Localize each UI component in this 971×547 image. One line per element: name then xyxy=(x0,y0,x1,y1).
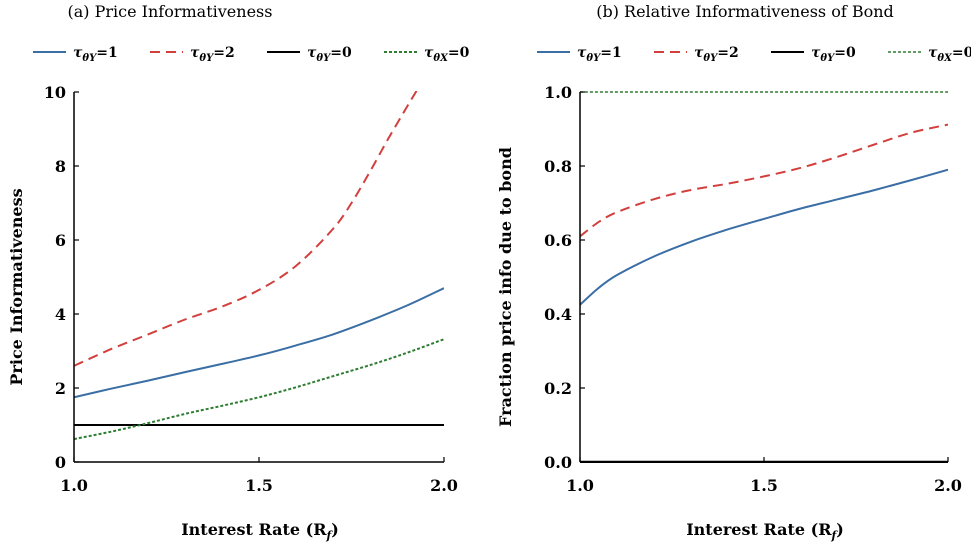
legend-symbol: τ xyxy=(190,45,200,61)
legend-value: =0 xyxy=(834,45,856,61)
y-tick-label: 0.4 xyxy=(544,305,572,324)
x-axis-label-text: Interest Rate (R xyxy=(181,520,327,539)
chart-panel-b: (b) Relative Informativeness of Bond 0.0 0… xyxy=(496,2,971,542)
legend-label-3: τθY=0 xyxy=(307,45,352,64)
chart-panel-a: (a) Price Informativeness 0 2 4 6 8 10 1.0 1.5 2.… xyxy=(7,2,470,542)
x-axis-label-close: ) xyxy=(836,520,844,539)
legend-symbol: τ xyxy=(424,45,434,61)
legend-value: =0 xyxy=(448,45,470,61)
legend-subscript: θY xyxy=(820,53,835,64)
series-line-2 xyxy=(74,91,418,367)
legend-label-4: τθX=0 xyxy=(424,45,470,64)
y-tick-label: 8 xyxy=(55,157,66,176)
x-tick-label: 1.0 xyxy=(566,476,594,495)
chart-title: (a) Price Informativeness xyxy=(68,2,273,21)
legend-value: =1 xyxy=(96,45,117,61)
legend-label-2: τθY=2 xyxy=(190,45,235,64)
y-tick-label: 10 xyxy=(44,83,66,102)
x-tick-label: 1.0 xyxy=(60,476,88,495)
legend-label-4: τθX=0 xyxy=(928,45,971,64)
y-tick-label: 0.0 xyxy=(544,453,572,472)
x-axis-label-subscript: f xyxy=(831,529,839,542)
legend-value: =1 xyxy=(600,45,621,61)
y-tick-label: 0.8 xyxy=(544,157,572,176)
legend-subscript: θY xyxy=(316,53,331,64)
legend-subscript: θY xyxy=(82,53,97,64)
x-tick-label: 2.0 xyxy=(430,476,458,495)
x-axis-label-subscript: f xyxy=(326,529,334,542)
legend-subscript: θY xyxy=(703,53,718,64)
y-tick-label: 1.0 xyxy=(544,83,572,102)
x-tick-label: 1.5 xyxy=(750,476,778,495)
y-tick-label: 0.2 xyxy=(544,379,572,398)
x-tick-label: 2.0 xyxy=(934,476,962,495)
series-line-1 xyxy=(580,168,948,306)
legend-subscript: θX xyxy=(937,53,953,64)
legend-symbol: τ xyxy=(73,45,83,61)
legend: τθY=1 τθY=2 τθY=0 τθX=0 xyxy=(537,45,971,64)
y-tick-label: 2 xyxy=(55,379,66,398)
y-tick-label: 0 xyxy=(55,453,66,472)
x-axis-label-text: Interest Rate (R xyxy=(686,520,832,539)
legend-label-3: τθY=0 xyxy=(811,45,856,64)
series-line-2 xyxy=(580,123,948,238)
legend-value: =2 xyxy=(717,45,738,61)
x-tick-label: 1.5 xyxy=(245,476,273,495)
legend-label-1: τθY=1 xyxy=(577,45,622,64)
legend-value: =0 xyxy=(952,45,971,61)
legend-symbol: τ xyxy=(811,45,821,61)
x-axis-label: Interest Rate (Rf) xyxy=(686,520,844,542)
legend-label-1: τθY=1 xyxy=(73,45,118,64)
legend-symbol: τ xyxy=(928,45,938,61)
legend-subscript: θY xyxy=(199,53,214,64)
y-axis-label: Price Informativeness xyxy=(7,188,26,385)
series-line-4 xyxy=(74,338,444,441)
y-tick-label: 4 xyxy=(55,305,66,324)
y-tick-label: 6 xyxy=(55,231,66,250)
legend-symbol: τ xyxy=(307,45,317,61)
legend-symbol: τ xyxy=(577,45,587,61)
legend-value: =2 xyxy=(213,45,234,61)
legend-subscript: θX xyxy=(433,53,449,64)
x-axis-label-close: ) xyxy=(331,520,339,539)
legend-label-2: τθY=2 xyxy=(694,45,739,64)
legend: τθY=1 τθY=2 τθY=0 τθX=0 xyxy=(33,45,470,64)
chart-title: (b) Relative Informativeness of Bond xyxy=(596,2,894,21)
legend-symbol: τ xyxy=(694,45,704,61)
legend-subscript: θY xyxy=(586,53,601,64)
series-line-1 xyxy=(74,287,444,399)
y-axis-label: Fraction price info due to bond xyxy=(496,147,515,427)
x-axis-label: Interest Rate (Rf) xyxy=(181,520,339,542)
y-tick-label: 0.6 xyxy=(544,231,572,250)
legend-value: =0 xyxy=(330,45,352,61)
